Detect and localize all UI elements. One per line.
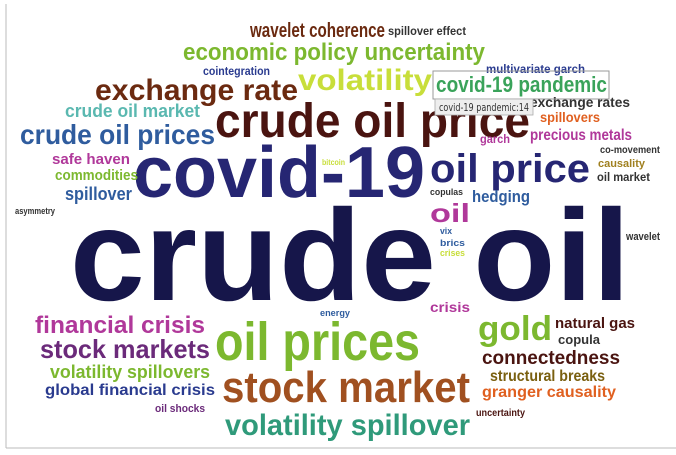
word[interactable]: uncertainty	[476, 408, 525, 419]
word[interactable]: multivariate garch	[486, 62, 585, 76]
word[interactable]: spillovers	[540, 109, 600, 125]
word[interactable]: brics	[440, 238, 465, 248]
word[interactable]: exchange rate	[95, 74, 298, 107]
word[interactable]: economic policy uncertainty	[183, 39, 486, 66]
word[interactable]: energy	[320, 308, 350, 318]
word[interactable]: wavelet	[625, 231, 660, 243]
word[interactable]: oil shocks	[155, 403, 205, 415]
word[interactable]: stock markets	[40, 334, 210, 364]
word[interactable]: bitcoin	[322, 158, 345, 167]
word[interactable]: covid-19 pandemic	[436, 72, 607, 97]
word[interactable]: crises	[440, 248, 465, 258]
word[interactable]: stock market	[222, 363, 470, 412]
tooltip-box	[434, 98, 534, 116]
word[interactable]: precious metals	[530, 127, 632, 144]
tooltip: covid-19 pandemic:14	[439, 101, 529, 114]
word[interactable]: crude oil market	[65, 101, 200, 121]
word[interactable]: causality	[598, 158, 646, 170]
word[interactable]: oil prices	[215, 312, 420, 372]
word[interactable]: copula	[558, 332, 601, 347]
word[interactable]: crude oil	[70, 182, 630, 328]
word[interactable]: natural gas	[555, 315, 635, 332]
word[interactable]: volatility	[298, 64, 432, 97]
word[interactable]: oil	[430, 198, 470, 228]
word[interactable]: crisis	[430, 299, 470, 315]
word[interactable]: granger causality	[482, 384, 616, 401]
word[interactable]: structural breaks	[490, 368, 605, 385]
word[interactable]: exchange rates	[530, 94, 630, 110]
word[interactable]: safe haven	[52, 151, 130, 168]
word[interactable]: oil market	[597, 170, 650, 184]
word[interactable]: co-movement	[600, 145, 661, 156]
word[interactable]: global financial crisis	[45, 382, 215, 399]
word[interactable]: hedging	[472, 187, 530, 206]
word[interactable]: asymmetry	[15, 206, 55, 216]
word[interactable]: financial crisis	[35, 312, 205, 339]
words: wavelet coherence spillover effecteconomi…	[15, 20, 661, 442]
word[interactable]: volatility spillovers	[50, 362, 210, 382]
word[interactable]: garch	[480, 132, 510, 146]
tooltip-group: covid-19 pandemic:14	[432, 70, 610, 116]
word[interactable]: spillover	[65, 184, 132, 204]
word[interactable]: cointegration	[203, 64, 270, 78]
word[interactable]: covid-19	[133, 133, 425, 213]
word[interactable]: connectedness	[482, 348, 620, 369]
word[interactable]: crude oil prices	[20, 119, 215, 150]
word[interactable]: oil price	[430, 147, 590, 191]
word[interactable]: vix	[440, 226, 452, 236]
word[interactable]: commodities	[55, 167, 138, 184]
word[interactable]: gold	[478, 310, 552, 348]
word[interactable]: copulas	[430, 187, 463, 197]
word[interactable]: wavelet coherence	[249, 20, 385, 42]
word[interactable]: volatility spillover	[225, 409, 470, 442]
word[interactable]: spillover effect	[388, 24, 466, 38]
